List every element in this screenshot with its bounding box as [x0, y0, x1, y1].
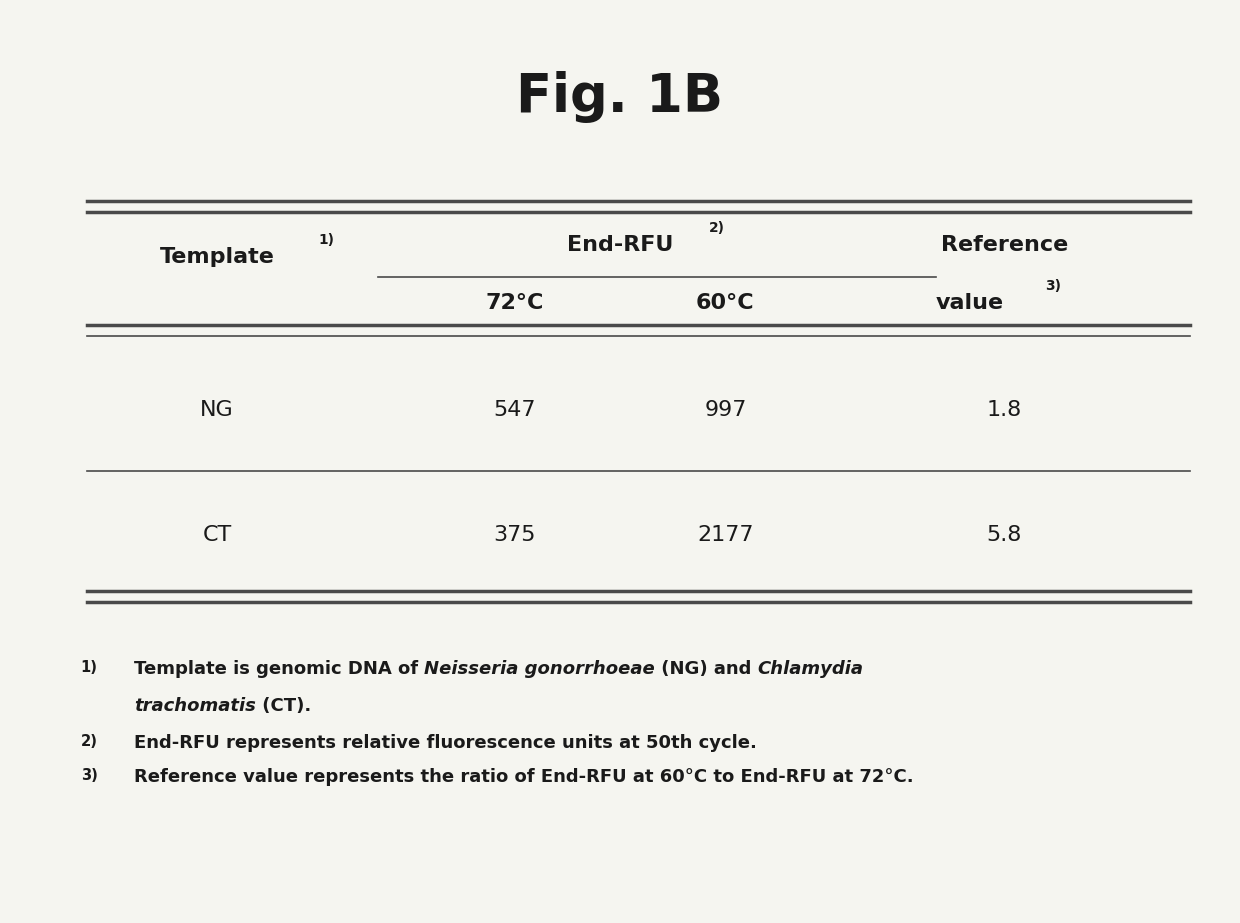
Text: 547: 547 [494, 400, 536, 420]
Text: Neisseria gonorrhoeae: Neisseria gonorrhoeae [424, 660, 655, 678]
Text: Reference value represents the ratio of End-RFU at 60°C to End-RFU at 72°C.: Reference value represents the ratio of … [134, 768, 914, 786]
Text: 375: 375 [494, 525, 536, 545]
Text: Fig. 1B: Fig. 1B [516, 71, 724, 123]
Text: value: value [936, 293, 1003, 313]
Text: (NG) and: (NG) and [655, 660, 758, 678]
Text: 5.8: 5.8 [987, 525, 1022, 545]
Text: 997: 997 [704, 400, 746, 420]
Text: 1): 1) [319, 233, 335, 247]
Text: Reference: Reference [941, 234, 1068, 255]
Text: End-RFU: End-RFU [567, 234, 673, 255]
Text: trachomatis: trachomatis [134, 697, 255, 715]
Text: 1.8: 1.8 [987, 400, 1022, 420]
Text: 2): 2) [81, 734, 98, 749]
Text: Chlamydia: Chlamydia [758, 660, 864, 678]
Text: 2): 2) [709, 221, 725, 235]
Text: 3): 3) [81, 768, 98, 783]
Text: 60°C: 60°C [696, 293, 755, 313]
Text: NG: NG [200, 400, 234, 420]
Text: CT: CT [202, 525, 232, 545]
Text: 2177: 2177 [697, 525, 754, 545]
Text: End-RFU represents relative fluorescence units at 50th cycle.: End-RFU represents relative fluorescence… [134, 734, 756, 752]
Text: (CT).: (CT). [255, 697, 311, 715]
Text: 72°C: 72°C [485, 293, 544, 313]
Text: 3): 3) [1045, 279, 1061, 294]
Text: 1): 1) [81, 660, 98, 675]
Text: Template is genomic DNA of: Template is genomic DNA of [134, 660, 424, 678]
Text: Template: Template [160, 246, 274, 267]
